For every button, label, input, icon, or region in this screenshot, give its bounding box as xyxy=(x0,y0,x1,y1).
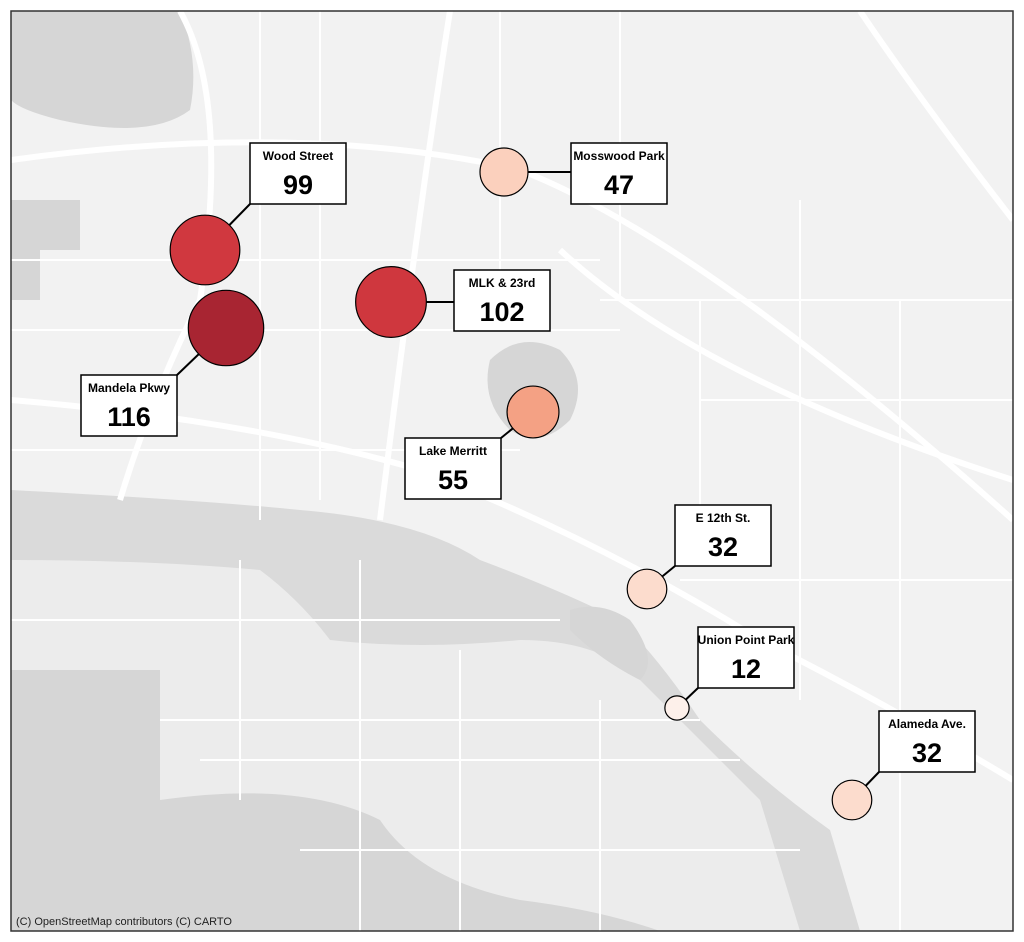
bubble xyxy=(355,266,427,338)
bubble xyxy=(626,568,668,610)
bubble xyxy=(187,289,265,367)
label-box xyxy=(570,142,668,205)
label-box xyxy=(697,626,795,689)
bubble xyxy=(831,779,873,821)
point-value: 102 xyxy=(479,297,524,327)
point-value: 32 xyxy=(912,738,942,768)
point-value: 116 xyxy=(107,402,151,432)
point-name: Lake Merritt xyxy=(419,444,487,458)
label-box xyxy=(453,269,551,332)
point-value: 99 xyxy=(283,170,313,200)
frame xyxy=(10,10,1014,932)
point-value: 47 xyxy=(604,170,634,200)
label-box xyxy=(249,142,347,205)
point-name: MLK & 23rd xyxy=(469,276,536,290)
points: Wood Street 99 Mandela Pkwy 116 MLK & 23rd 10… xyxy=(80,142,976,821)
attribution: (C) OpenStreetMap contributors (C) CARTO xyxy=(16,916,232,928)
point-value: 32 xyxy=(708,532,738,562)
point-name: Mandela Pkwy xyxy=(88,381,170,395)
bubble xyxy=(479,147,529,197)
point-name: Wood Street xyxy=(263,149,333,163)
label-box xyxy=(674,504,772,567)
point-value: 55 xyxy=(438,465,468,495)
bubble xyxy=(664,695,690,721)
point-value: 12 xyxy=(731,654,761,684)
bubble xyxy=(169,214,241,286)
point-name: E 12th St. xyxy=(696,511,751,525)
label-box xyxy=(80,374,178,437)
point-name: Alameda Ave. xyxy=(888,717,966,731)
label-box xyxy=(404,437,502,500)
point-name: Mosswood Park xyxy=(573,149,665,163)
point-name: Union Point Park xyxy=(698,633,795,647)
bubble xyxy=(506,385,560,439)
label-box xyxy=(878,710,976,773)
